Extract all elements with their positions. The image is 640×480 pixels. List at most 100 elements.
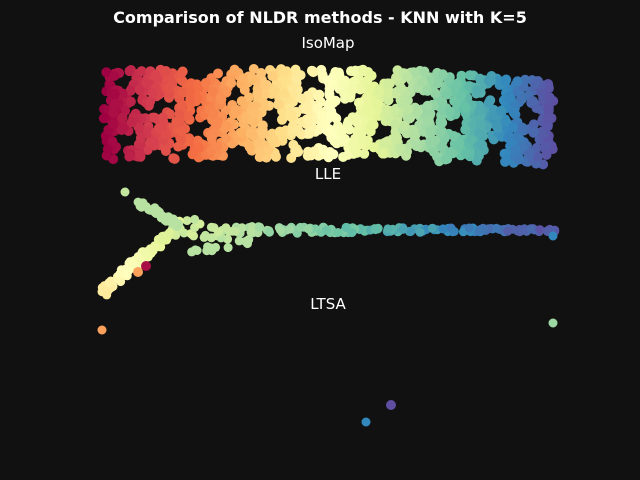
isomap-point [435,127,446,138]
lle-point [438,224,448,234]
isomap-point [178,87,189,98]
isomap-point [239,85,250,95]
isomap-point [269,85,280,96]
isomap-point [302,150,313,161]
isomap-point [372,99,383,109]
isomap-point [419,66,430,77]
lle-point [347,228,357,238]
lle-point [427,223,437,233]
lle-point [415,227,425,237]
isomap-point [496,105,506,116]
lle-point [303,224,313,234]
isomap-point [366,120,377,131]
isomap-point [325,147,335,157]
isomap-point [440,154,451,165]
isomap-point [221,133,232,144]
isomap-point [124,151,135,162]
isomap-point [200,78,211,88]
isomap-point [174,108,185,119]
isomap-point [286,83,297,94]
isomap-point [150,69,161,80]
isomap-point [477,140,488,151]
isomap-point [153,123,164,134]
isomap-point [501,74,512,85]
isomap-point [501,116,512,127]
isomap-point [422,116,433,127]
isomap-point [109,88,120,99]
isomap-point [221,120,232,131]
isomap-point [143,127,154,138]
isomap-point [295,70,306,81]
isomap-point [176,68,187,79]
isomap-point [529,126,540,137]
lle-point [120,187,130,197]
isomap-point [410,67,421,78]
isomap-point [216,94,227,105]
lle-point [503,226,513,236]
isomap-point [346,85,357,96]
isomap-point [322,75,333,86]
lle-point [244,235,254,245]
lle-point [398,224,408,234]
lle-point [156,213,166,223]
isomap-point [437,105,448,116]
isomap-point [317,118,328,129]
isomap-point [541,149,552,160]
lle-point [203,244,213,254]
isomap-point [248,64,259,74]
ltsa-point [361,417,371,427]
isomap-title: IsoMap [301,34,355,52]
isomap-point [460,124,471,135]
isomap-point [402,71,413,82]
isomap-point [308,67,319,78]
isomap-point [362,75,373,86]
isomap-point [144,137,155,148]
isomap-point [145,96,155,107]
isomap-point [432,78,443,89]
isomap-point [143,79,154,90]
isomap-point [475,119,486,130]
isomap-point [277,74,288,85]
isomap-point [524,148,534,159]
isomap-point [268,135,279,145]
isomap-point [391,134,401,144]
lle-point [182,216,192,226]
lle-point [246,227,256,237]
isomap-point [514,154,524,165]
isomap-point [425,137,436,147]
lle-point [206,233,216,243]
isomap-point [543,103,554,114]
lle-point [162,235,172,245]
isomap-point [472,85,483,96]
isomap-point [247,115,258,126]
lle-point [276,225,286,235]
isomap-point [512,133,523,144]
isomap-point [528,119,539,130]
lle-point [104,278,114,288]
isomap-point [390,119,401,130]
isomap-point [108,119,119,129]
isomap-point [447,148,458,159]
isomap-point [542,121,553,132]
isomap-point [296,93,307,104]
lle-point [383,224,393,234]
isomap-point [381,105,392,116]
lle-point [255,222,265,232]
lle-point [190,214,200,224]
isomap-point [530,78,541,89]
isomap-point [125,96,136,107]
isomap-point [543,112,554,123]
isomap-point [177,99,187,110]
lle-point [535,225,545,235]
ltsa-point [548,318,558,328]
isomap-point [316,110,327,121]
isomap-point [460,148,471,159]
isomap-point [492,122,503,133]
isomap-point [247,73,258,84]
isomap-point [504,131,514,142]
isomap-point [249,108,260,119]
isomap-point [207,87,218,97]
lle-point [548,231,558,241]
isomap-point [357,135,368,146]
